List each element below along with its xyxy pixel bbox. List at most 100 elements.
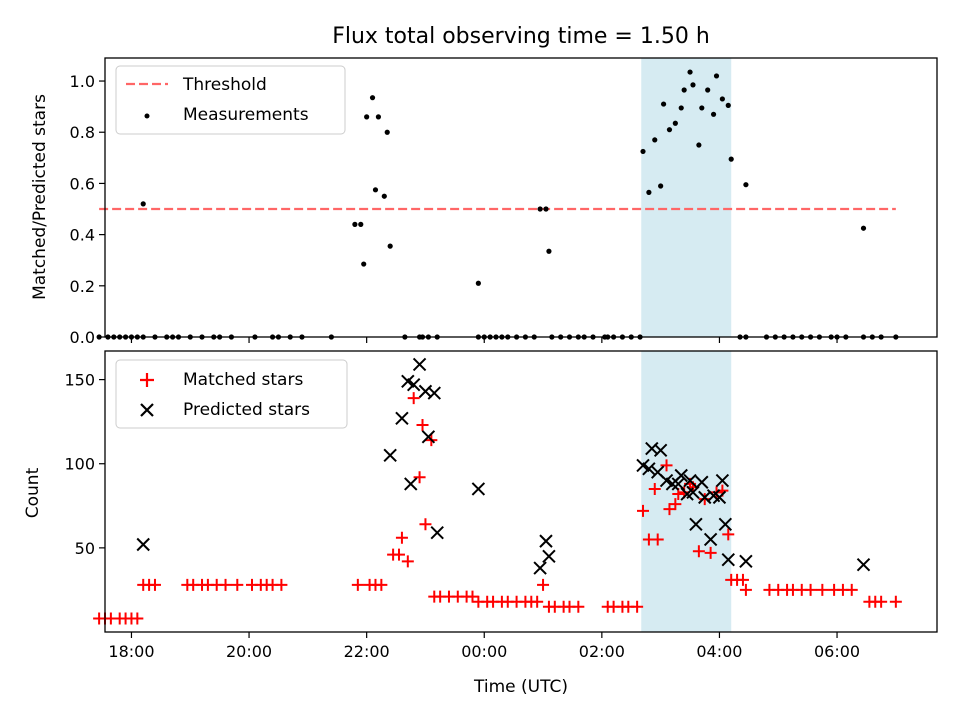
predicted-point (683, 473, 697, 488)
y-tick-label: 50 (75, 539, 95, 558)
measurement-point (690, 82, 696, 88)
matched-point (537, 578, 550, 591)
matched-point (663, 503, 676, 516)
predicted-point (406, 377, 421, 392)
ratio-legend-box (115, 65, 346, 135)
legend-threshold-label: Threshold (182, 75, 267, 95)
measurement-point (725, 102, 731, 108)
matched-point (131, 612, 144, 625)
measurement-point (640, 148, 646, 155)
measurement-point (352, 221, 358, 227)
counts-legend-box (115, 359, 348, 429)
predicted-point (718, 517, 733, 532)
measurement-point (543, 206, 549, 212)
counts-axes: 50 100 150 18:00 20:00 22:00 00:00 02:00 04:00 06… (64, 371, 860, 661)
matched-point (875, 595, 888, 608)
ratio-ylabel: Matched/Predicted stars (30, 94, 50, 300)
matched-point (466, 590, 479, 603)
predicted-point (404, 477, 418, 491)
measurement-point (860, 225, 867, 231)
ratio-axes: 0.0 0.2 0.4 0.6 0.8 1.0 (70, 72, 838, 347)
matched-point (816, 583, 829, 596)
ratio-frame (104, 57, 938, 338)
predicted-point (721, 552, 735, 567)
measurement-point (687, 69, 693, 75)
x-tick-label: 22:00 (344, 642, 390, 661)
matched-point (698, 493, 711, 506)
matched-point (660, 459, 673, 472)
measurement-point (475, 280, 481, 286)
matched-point (572, 600, 585, 613)
y-tick-label: 0.8 (70, 123, 95, 142)
matched-point (637, 504, 650, 517)
matched-point (351, 578, 364, 591)
predicted-point (539, 534, 553, 548)
measurement-point (537, 206, 543, 212)
y-tick-label: 0.2 (70, 277, 95, 296)
measurement-point (652, 137, 658, 143)
matched-point (375, 578, 388, 591)
x-tick-label: 06:00 (814, 642, 860, 661)
x-tick-label: 20:00 (226, 642, 272, 661)
measurement-point (710, 111, 717, 117)
predicted-point (471, 482, 486, 496)
predicted-point (689, 517, 703, 532)
matched-point (692, 545, 705, 558)
ratio-legend: Threshold Measurements (115, 65, 346, 135)
matched-point (413, 471, 426, 484)
matched-point (736, 573, 749, 586)
matched-point (419, 518, 432, 531)
matched-point (416, 419, 429, 432)
ratio-panel: 0.0 0.2 0.4 0.6 0.8 1.0 Matched/Predicted sta… (30, 57, 938, 347)
x-tick-label: 04:00 (696, 642, 742, 661)
matched-point (631, 600, 644, 613)
predicted-point (533, 561, 547, 575)
matched-point (531, 595, 544, 608)
matched-point (392, 548, 405, 561)
matched-point (395, 531, 408, 544)
predicted-point (427, 386, 441, 400)
measurement-point (387, 243, 393, 249)
measurement-point (384, 129, 390, 135)
matched-point (231, 578, 244, 591)
measurement-point (660, 101, 667, 107)
measurement-point (372, 187, 379, 193)
x-tick-label: 02:00 (579, 642, 625, 661)
measurement-point (728, 156, 734, 162)
measurement-point (719, 96, 725, 102)
predicted-point (695, 475, 709, 489)
measurement-point (381, 193, 387, 199)
matched-point (804, 583, 817, 596)
measurement-point (678, 105, 684, 111)
y-tick-label: 150 (64, 371, 95, 390)
predicted-point (383, 448, 397, 463)
matched-point (739, 583, 752, 596)
legend-measurements-label: Measurements (183, 105, 309, 125)
matched-point (275, 578, 288, 591)
series-matched-stars (93, 392, 902, 625)
measurement-point (369, 95, 376, 101)
measurement-point (658, 183, 664, 189)
counts-legend: Matched stars Predicted stars (115, 359, 348, 429)
measurement-point (364, 114, 370, 120)
measurement-point (646, 189, 652, 195)
chart-title: Flux total observing time = 1.50 h (332, 24, 710, 49)
matched-point (407, 392, 420, 405)
measurement-point (699, 105, 705, 111)
counts-frame (104, 350, 938, 633)
legend-predicted-swatch (140, 403, 154, 417)
predicted-point (430, 526, 444, 540)
x-tick-label: 18:00 (108, 642, 154, 661)
y-tick-label: 1.0 (70, 72, 95, 91)
matched-point (401, 555, 414, 568)
series-predicted-stars (136, 357, 871, 575)
measurement-point (375, 114, 382, 120)
matched-point (651, 533, 664, 546)
x-tick-label: 00:00 (461, 642, 507, 661)
legend-matched-label: Matched stars (183, 370, 303, 390)
predicted-point (412, 357, 427, 372)
count-points (93, 357, 902, 625)
measurement-point (666, 127, 673, 133)
matched-point (669, 498, 682, 511)
